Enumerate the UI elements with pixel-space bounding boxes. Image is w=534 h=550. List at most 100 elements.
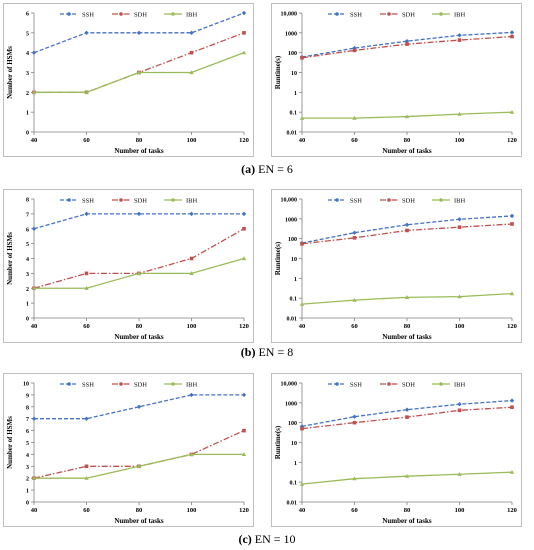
data-point-ibh [31,476,37,480]
legend-marker-ibh [171,382,175,386]
data-point-ibh [241,256,247,261]
legend-marker-ssh [67,12,71,16]
data-point-sdh [510,222,514,226]
y-tick-label: 1 [294,461,297,467]
caption-b: (b) EN = 8 [0,345,534,360]
y-tick-label: 0.1 [290,111,298,117]
y-tick-label: 3 [26,272,29,278]
data-point-sdh [300,242,304,246]
y-tick-label: 4 [26,51,29,57]
data-point-sdh [352,420,357,425]
data-point-ibh [457,294,462,299]
legend-label-ssh: SSH [350,12,362,19]
y-tick-label: 10 [291,71,297,77]
chart-a-hsm: 0 1 2 3 4 5 6 40 60 80 100 120 Number of tasks Number… [6,10,249,155]
legend-label-ibh: IBH [186,12,198,19]
legend-label-sdh: SDH [402,12,415,19]
data-point-ssh [136,211,142,217]
y-tick-label: 0.01 [287,501,298,507]
data-point-ssh [352,45,357,51]
data-point-sdh [352,236,357,240]
x-tick-label: 80 [404,323,411,330]
y-tick-label: 9 [26,393,29,399]
legend-marker-sdh [119,198,123,202]
data-point-ibh [241,452,247,456]
data-point-ibh [189,271,194,275]
y-tick-label: 1 [26,302,29,308]
chart-b-hsm: 0 1 2 3 4 5 6 7 8 40 60 80 100 120 Number of tasks Numb… [6,198,249,342]
caption-a-text: EN = 6 [258,162,293,176]
caption-a: (a) EN = 6 [0,162,534,177]
data-point-ssh [404,407,410,412]
series-line-ssh [34,394,244,420]
series-line-ssh [301,399,513,428]
legend-marker-ssh [335,12,339,16]
data-point-sdh [457,408,462,413]
chart-b-hsm-panel: 0 1 2 3 4 5 6 7 8 40 60 80 100 120 Number of tasks Numb… [3,189,254,343]
data-point-ssh [189,392,194,398]
legend-marker-ssh [335,382,339,386]
y-tick-label: 1 [26,111,29,117]
y-tick-label: 6 [26,429,29,435]
y-tick-label: 0 [26,501,29,507]
series-line-ssh [33,213,244,230]
legend-marker-sdh [387,382,391,386]
data-point-sdh [405,228,409,233]
legend-label-sdh: SDH [134,382,147,389]
x-tick-label: 100 [187,323,197,330]
y-tick-label: 2 [26,477,29,483]
x-tick-label: 60 [351,323,358,330]
y-tick-label: 2 [26,91,29,97]
chart-a-runtime: 0.01 0.1 1 10 100 1000 10,000 40 60 80 100 120 Numbe… [274,12,517,156]
x-tick-label: 120 [239,137,249,144]
data-point-ibh [189,452,194,456]
y-tick-label: 7 [26,417,29,423]
y-tick-label: 0.01 [287,131,298,137]
data-point-ssh [31,416,37,421]
x-tick-label: 120 [507,137,517,144]
x-tick-label: 60 [83,507,90,514]
caption-b-letter: (b) [240,345,256,359]
y-tick-label: 0.01 [287,317,298,323]
data-point-ibh [136,464,142,468]
data-point-sdh [300,426,304,431]
legend-marker-ssh [335,198,339,202]
x-tick-label: 100 [455,137,465,144]
data-point-ibh [404,295,410,299]
data-point-sdh [510,405,514,410]
y-tick-label: 8 [26,405,29,411]
y-tick-label: 10,000 [281,198,298,204]
y-tick-label: 7 [26,212,29,218]
x-tick-label: 120 [239,323,249,330]
data-point-ssh [31,226,37,231]
data-point-ssh [136,30,142,36]
data-point-ssh [84,211,89,217]
x-tick-label: 40 [299,137,306,144]
y-tick-label: 5 [26,31,29,37]
y-tick-label: 1 [294,91,297,97]
data-point-ibh [404,473,410,478]
data-point-sdh [84,464,89,469]
x-tick-label: 100 [455,323,465,330]
legend-marker-sdh [387,198,391,202]
chart-c-runtime-panel: 0.01 0.1 1 10 100 1000 10,000 40 60 80 100 120 Numbe… [271,373,522,527]
series-line-sdh [34,32,245,93]
data-point-sdh [457,225,462,229]
y-axis-label: Number of HSMs [6,416,14,469]
data-point-ibh [31,286,37,290]
data-point-ssh [509,30,515,35]
data-point-ibh [136,271,142,275]
legend-label-sdh: SDH [402,382,415,389]
y-tick-label: 1 [26,489,29,495]
y-tick-label: 10 [291,441,297,447]
caption-b-text: EN = 8 [258,345,294,359]
y-tick-label: 3 [26,71,29,77]
legend-marker-sdh [119,12,123,16]
data-point-ssh [457,217,462,222]
data-point-ibh [509,291,515,296]
y-tick-label: 10 [291,257,297,263]
data-point-ssh [189,211,194,217]
legend-label-ssh: SSH [82,12,94,19]
caption-c-text: EN = 10 [254,532,296,546]
x-tick-label: 100 [455,507,465,514]
